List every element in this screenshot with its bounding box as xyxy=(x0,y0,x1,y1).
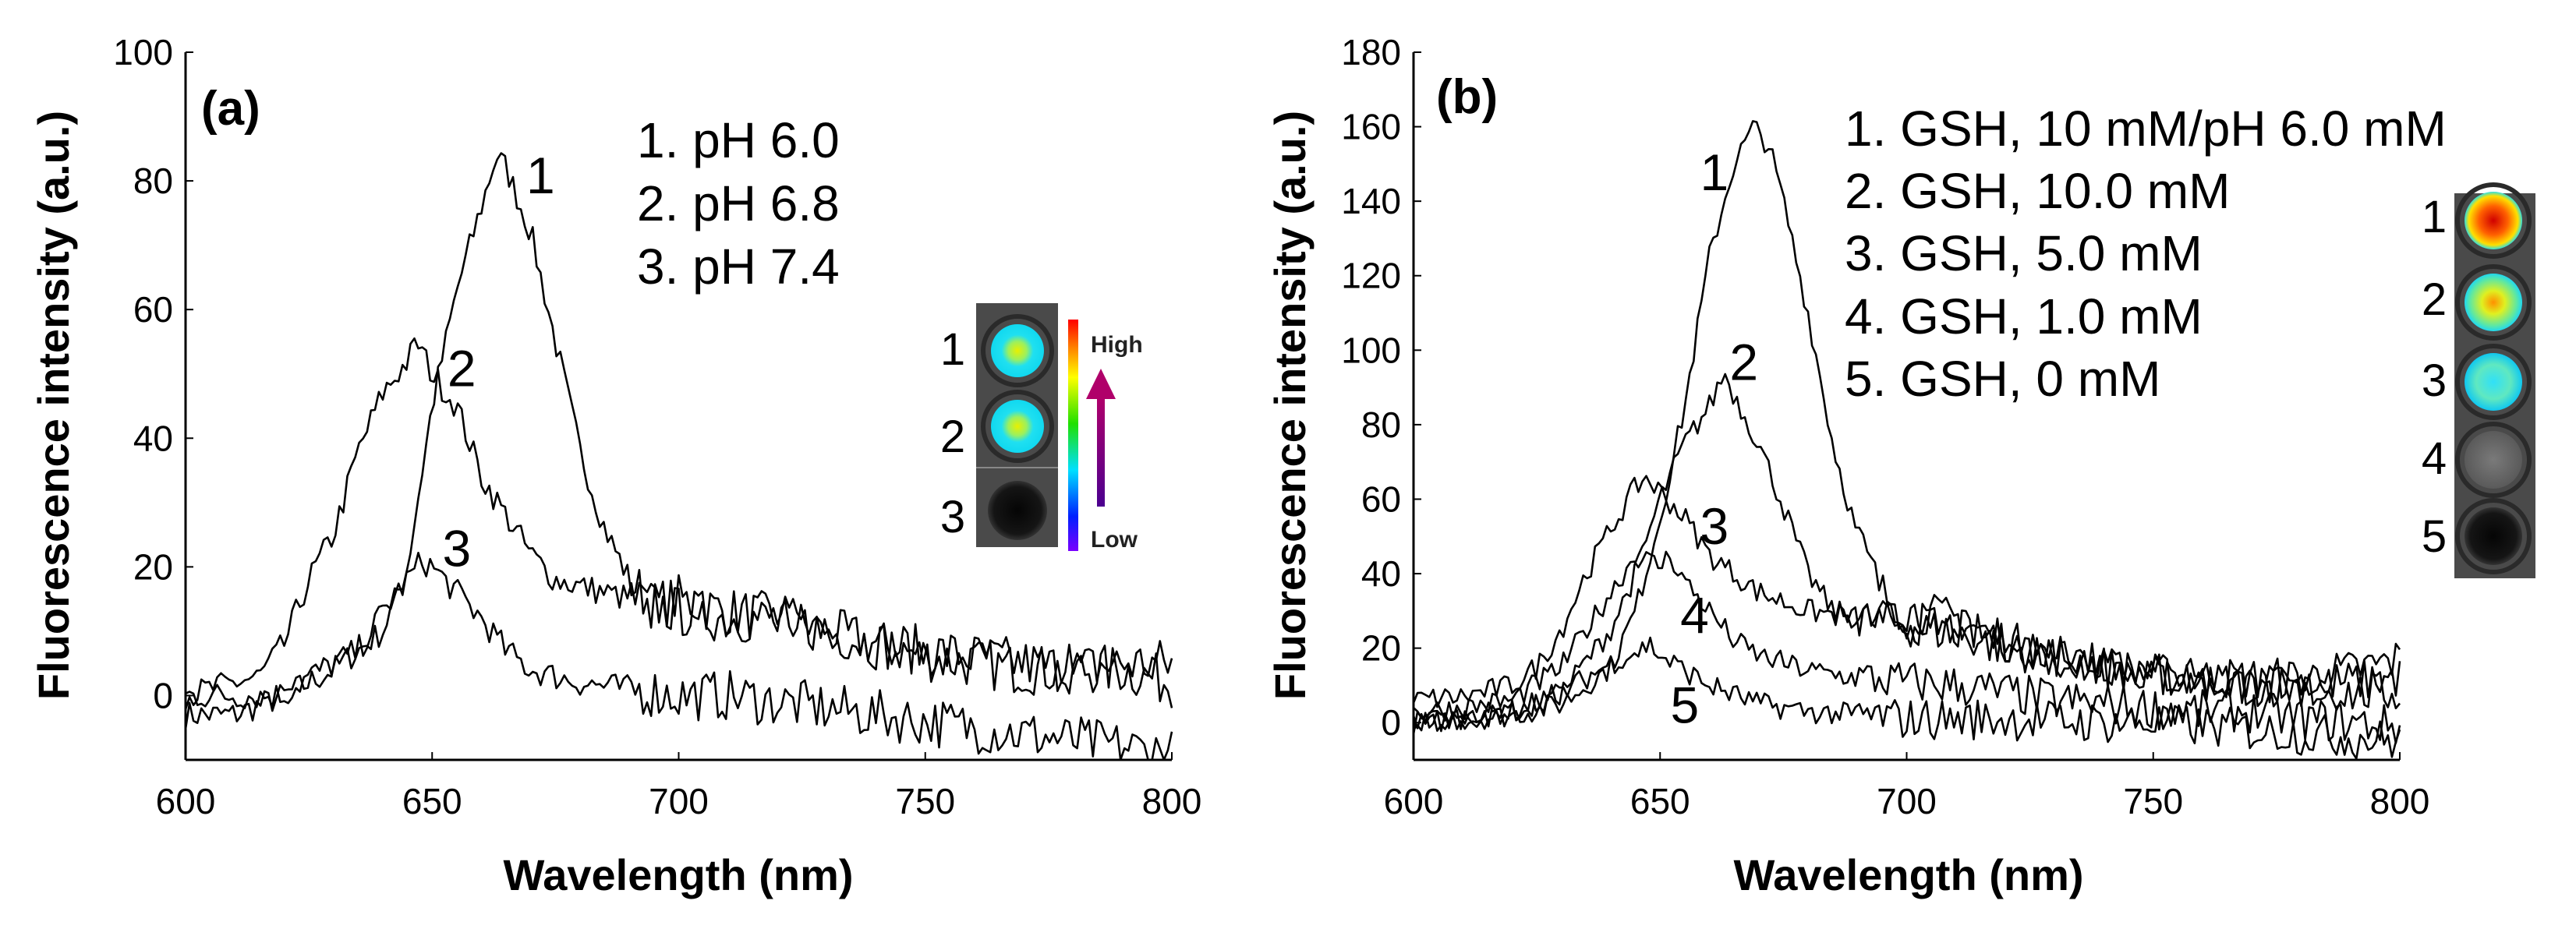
well-3 xyxy=(988,481,1047,540)
inset-image: 1 2 3 4 5 xyxy=(2422,182,2535,578)
x-tick-label: 700 xyxy=(1877,781,1937,821)
y-tick-label: 80 xyxy=(133,161,173,201)
x-tick-label: 800 xyxy=(1142,781,1202,821)
curve-label: 3 xyxy=(1700,497,1729,555)
plot-area: 0 20 40 60 80 100 600 650 700 750 800 1 2 3 xyxy=(113,32,1201,821)
legend-entry: 1. GSH, 10 mM/pH 6.0 mM xyxy=(1845,101,2447,157)
well-ring xyxy=(2455,498,2532,574)
well-label: 4 xyxy=(2422,433,2447,484)
well-label: 3 xyxy=(940,492,965,542)
y-tick-label: 160 xyxy=(1341,107,1401,147)
arrow-up-icon xyxy=(1086,369,1116,507)
legend-entry: 3. pH 7.4 xyxy=(637,238,840,295)
y-tick-label: 140 xyxy=(1341,181,1401,221)
scale-high-label: High xyxy=(1091,332,1143,358)
well-ring xyxy=(2455,182,2532,259)
y-tick-label: 120 xyxy=(1341,256,1401,296)
well-label: 1 xyxy=(2422,192,2447,242)
x-tick-label: 750 xyxy=(895,781,955,821)
legend-entry: 5. GSH, 0 mM xyxy=(1845,351,2160,407)
y-tick-label: 100 xyxy=(113,32,173,72)
color-scale-bar xyxy=(1068,320,1078,551)
series-line-3 xyxy=(185,551,1173,761)
x-tick-label: 750 xyxy=(2123,781,2183,821)
legend-entry: 2. GSH, 10.0 mM xyxy=(1845,163,2230,219)
panel-label: (a) xyxy=(201,82,260,136)
legend-entry: 1. pH 6.0 xyxy=(637,112,840,168)
y-tick-label: 60 xyxy=(133,289,173,330)
legend-entry: 4. GSH, 1.0 mM xyxy=(1845,288,2203,344)
well-label: 5 xyxy=(2422,511,2447,562)
x-axis-label: Wavelength (nm) xyxy=(1733,850,2083,899)
series-line-2 xyxy=(1413,373,2401,732)
series-line-3 xyxy=(1412,475,2401,712)
curve-label: 1 xyxy=(1700,143,1729,201)
x-tick-label: 600 xyxy=(156,781,216,821)
y-tick-label: 0 xyxy=(153,675,173,715)
scale-low-label: Low xyxy=(1091,527,1138,553)
x-tick-label: 800 xyxy=(2370,781,2430,821)
series-line-4 xyxy=(1413,550,2401,744)
curve-label: 4 xyxy=(1680,587,1709,645)
curve-label: 2 xyxy=(448,339,476,397)
x-tick-label: 600 xyxy=(1384,781,1444,821)
curve-label: 5 xyxy=(1671,676,1700,733)
legend: 1. GSH, 10 mM/pH 6.0 mM 2. GSH, 10.0 mM … xyxy=(1845,101,2447,407)
x-tick-label: 650 xyxy=(1630,781,1690,821)
curve-label: 2 xyxy=(1729,334,1758,391)
panel-label: (b) xyxy=(1436,70,1498,124)
series-line-2 xyxy=(184,337,1173,710)
y-tick-label: 100 xyxy=(1341,330,1401,370)
well-3 xyxy=(2465,353,2522,411)
well-2 xyxy=(991,400,1044,453)
y-tick-label: 20 xyxy=(133,546,173,587)
well-label: 2 xyxy=(2422,274,2447,325)
well-ring xyxy=(2455,264,2532,341)
plot-area: 0 20 40 60 80 100 120 140 160 180 600 650 700 750 800 1… xyxy=(1341,32,2429,821)
well-label: 2 xyxy=(940,412,965,462)
y-tick-label: 80 xyxy=(1361,404,1401,445)
inset-image: 1 2 3 High Low xyxy=(940,303,1143,553)
y-tick-label: 180 xyxy=(1341,32,1401,72)
y-tick-label: 40 xyxy=(133,418,173,458)
curve-label: 3 xyxy=(443,520,472,578)
well-1 xyxy=(991,324,1044,377)
legend-entry: 2. pH 6.8 xyxy=(637,175,840,231)
curve-label: 1 xyxy=(526,147,555,204)
y-tick-label: 60 xyxy=(1361,479,1401,519)
well-ring xyxy=(2455,344,2532,420)
y-tick-label: 20 xyxy=(1361,628,1401,669)
well-label: 3 xyxy=(2422,355,2447,406)
series-line-1 xyxy=(1412,120,2401,735)
y-axis-label: Fluorescence intensity (a.u.) xyxy=(1265,111,1315,700)
panel-b: (b) 1. GSH, 10 mM/pH 6.0 mM 2. GSH, 10.0… xyxy=(1265,32,2535,899)
well-1 xyxy=(2465,192,2522,249)
well-4 xyxy=(2465,431,2522,489)
y-axis-label: Fluorescence intensity (a.u.) xyxy=(29,111,78,700)
x-axis-label: Wavelength (nm) xyxy=(503,850,853,899)
well-2 xyxy=(2465,274,2522,331)
well-label: 1 xyxy=(940,324,965,375)
legend-entry: 3. GSH, 5.0 mM xyxy=(1845,225,2203,281)
x-tick-label: 650 xyxy=(402,781,462,821)
well-ring xyxy=(2455,422,2532,498)
x-tick-label: 700 xyxy=(649,781,709,821)
y-tick-label: 0 xyxy=(1381,702,1401,743)
y-tick-label: 40 xyxy=(1361,553,1401,594)
series-line-5 xyxy=(1412,636,2401,760)
well-5 xyxy=(2465,507,2522,565)
legend: 1. pH 6.0 2. pH 6.8 3. pH 7.4 xyxy=(637,112,840,295)
series-line-1 xyxy=(184,152,1173,729)
panel-a: (a) 1. pH 6.0 2. pH 6.8 3. pH 7.4 Wavele… xyxy=(29,32,1201,899)
